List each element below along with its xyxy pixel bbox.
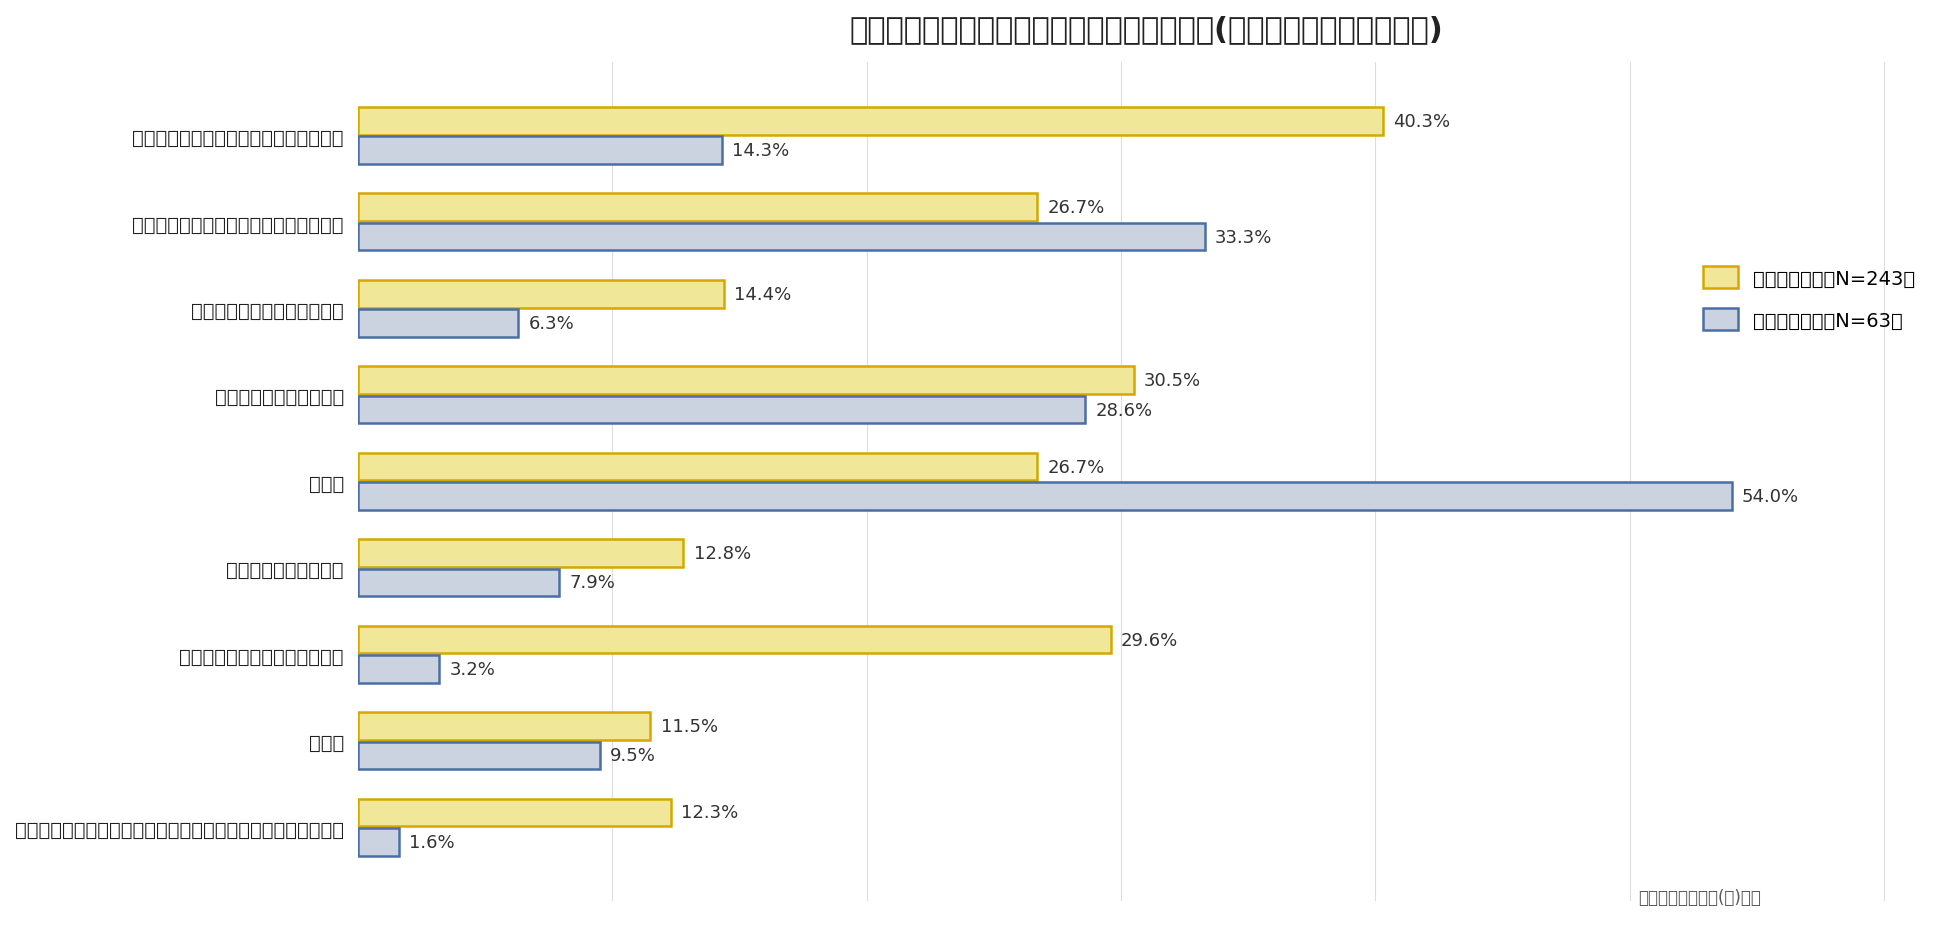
Bar (359, 799, 671, 826)
Text: 30.5%: 30.5% (1145, 372, 1201, 390)
Bar (359, 280, 723, 309)
Text: 11.5%: 11.5% (661, 717, 718, 735)
Text: 12.8%: 12.8% (694, 545, 751, 563)
Bar (359, 137, 722, 165)
Text: 29.6%: 29.6% (1121, 631, 1178, 649)
Text: 12.3%: 12.3% (681, 803, 739, 821)
Text: 26.7%: 26.7% (1047, 458, 1104, 476)
Bar (359, 713, 651, 740)
Bar (359, 655, 439, 683)
Bar (359, 828, 398, 856)
Text: 14.3%: 14.3% (731, 142, 790, 160)
Title: 腰の痛みや悩みを感じるタイミング・シーン(デスクワーク・現場仕事): 腰の痛みや悩みを感じるタイミング・シーン(デスクワーク・現場仕事) (850, 15, 1443, 44)
Bar (359, 108, 1383, 136)
Text: 9.5%: 9.5% (610, 747, 655, 765)
Bar (359, 569, 560, 597)
Bar (359, 396, 1086, 424)
Bar (359, 742, 599, 769)
Bar (359, 482, 1732, 511)
Text: 26.7%: 26.7% (1047, 199, 1104, 217)
Text: 54.0%: 54.0% (1741, 487, 1798, 505)
Text: 日本シグマックス(株)調べ: 日本シグマックス(株)調べ (1638, 888, 1761, 906)
Bar (359, 367, 1133, 395)
Bar (359, 194, 1037, 222)
Bar (359, 224, 1205, 251)
Text: 6.3%: 6.3% (528, 314, 573, 332)
Bar (359, 310, 519, 338)
Bar (359, 540, 684, 567)
Legend: デスクワーク（N=243）, 現場仕事　　（N=63）: デスクワーク（N=243）, 現場仕事 （N=63） (1693, 257, 1925, 341)
Text: 7.9%: 7.9% (569, 574, 614, 592)
Bar (359, 626, 1112, 653)
Text: 3.2%: 3.2% (448, 660, 495, 678)
Text: 40.3%: 40.3% (1392, 112, 1451, 130)
Text: 33.3%: 33.3% (1215, 228, 1273, 246)
Text: 28.6%: 28.6% (1096, 401, 1152, 419)
Bar (359, 453, 1037, 480)
Text: 1.6%: 1.6% (410, 833, 454, 851)
Text: 14.4%: 14.4% (735, 285, 792, 303)
